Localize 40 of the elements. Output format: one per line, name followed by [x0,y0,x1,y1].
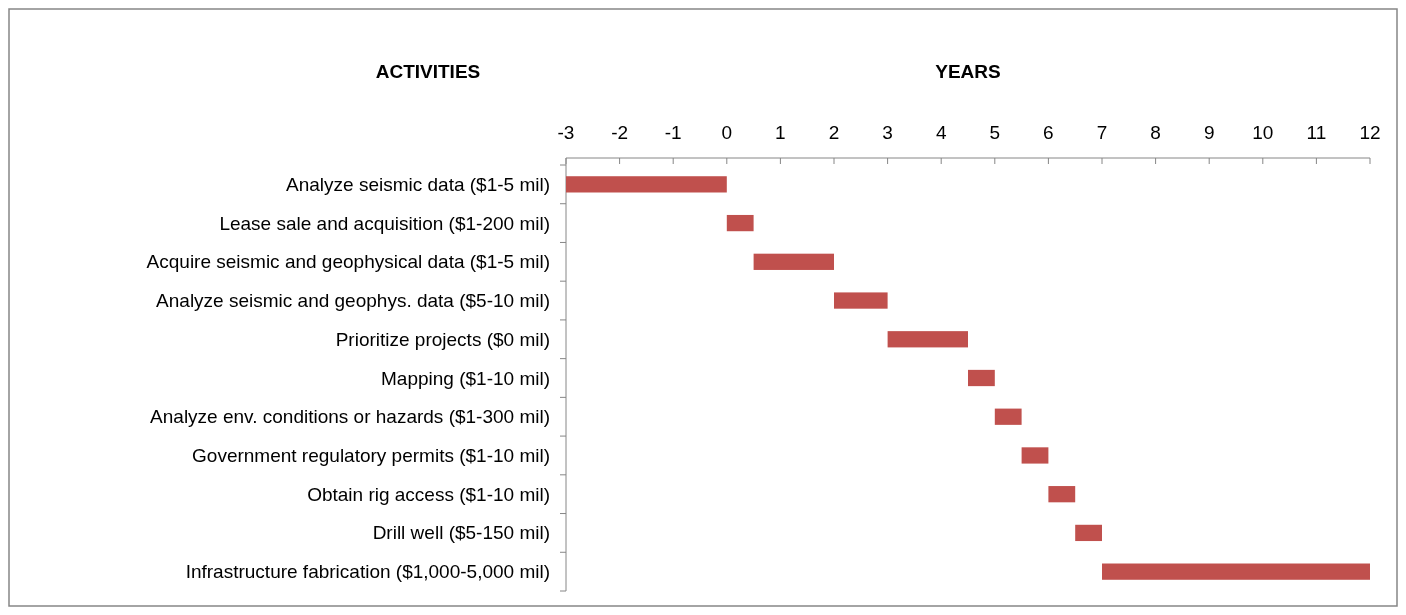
bar [968,369,995,387]
bar [1021,447,1049,464]
bar [1075,524,1102,542]
y-tick-label: Analyze seismic and geophys. data ($5-10 mil) [156,290,550,312]
y-tick-label: Government regulatory permits ($1-10 mil) [192,444,550,466]
x-tick-label: 6 [1043,122,1054,143]
bar [994,408,1022,425]
bar [726,214,754,232]
y-tick-label: Infrastructure fabrication ($1,000-5,000 mil) [185,561,550,583]
x-tick-label: 10 [1252,122,1274,143]
x-tick-label: 1 [775,122,786,143]
x-tick-label: 8 [1150,122,1161,143]
y-tick-label: Prioritize projects ($0 mil) [335,328,550,350]
x-tick-label: 4 [935,122,947,143]
x-tick-label: -1 [664,122,682,143]
x-tick-label: 12 [1359,122,1381,143]
x-tick-label: 7 [1096,122,1108,143]
y-tick-label: Mapping ($1-10 mil) [381,367,550,389]
y-tick-label: Obtain rig access ($1-10 mil) [307,483,550,505]
bar [887,331,968,348]
y-tick-label: Analyze env. conditions or hazards ($1-300 mil) [150,406,550,428]
x-tick-label: 11 [1306,122,1327,143]
bar [834,292,888,309]
x-tick-label: -3 [557,122,575,143]
x-tick-label: 0 [721,122,733,143]
bar [1048,486,1076,503]
y-tick-label: Lease sale and acquisition ($1-200 mil) [219,212,550,234]
y-tick-label: Drill well ($5-150 mil) [372,522,550,544]
x-tick-label: -2 [611,122,629,143]
bar [566,176,727,193]
x-tick-label: 5 [989,122,1001,143]
x-tick-label: 2 [828,122,840,143]
y-tick-label: Analyze seismic data ($1-5 mil) [286,173,550,195]
bar [1102,563,1370,580]
y-axis-title: ACTIVITIES [375,61,481,82]
x-tick-label: 3 [882,122,893,143]
y-tick-label: Acquire seismic and geophysical data ($1-5 mil) [146,251,550,273]
x-axis-title: YEARS [935,61,1001,82]
bar [753,253,834,270]
x-tick-label: 9 [1203,122,1215,143]
